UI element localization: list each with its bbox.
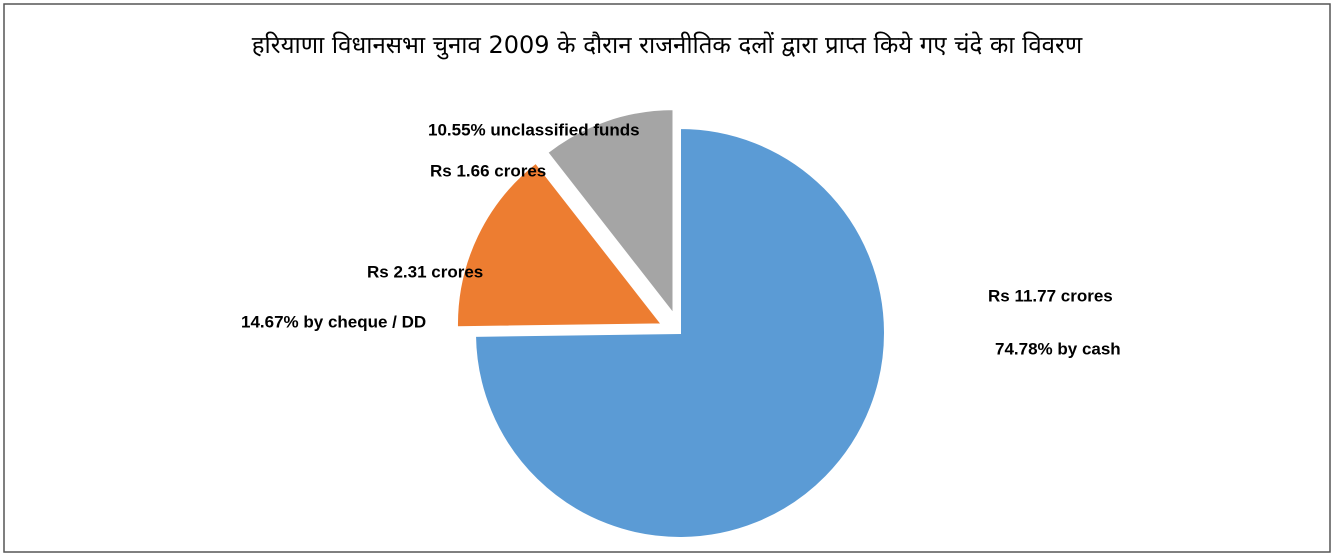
amount-label: Rs 11.77 crores (988, 286, 1113, 305)
pie-slice (545, 108, 675, 317)
value-label: 10.55% unclassified funds (428, 120, 640, 139)
value-label: 14.67% by cheque / DD (241, 312, 426, 331)
value-label: 74.78% by cash (995, 339, 1121, 358)
pie-slice (455, 161, 664, 329)
pie-slice (474, 126, 886, 539)
chart-title: हरियाणा विधानसभा चुनाव 2009 के दौरान राज… (251, 31, 1083, 59)
amount-label: Rs 1.66 crores (430, 161, 546, 180)
amount-label: Rs 2.31 crores (367, 262, 483, 281)
